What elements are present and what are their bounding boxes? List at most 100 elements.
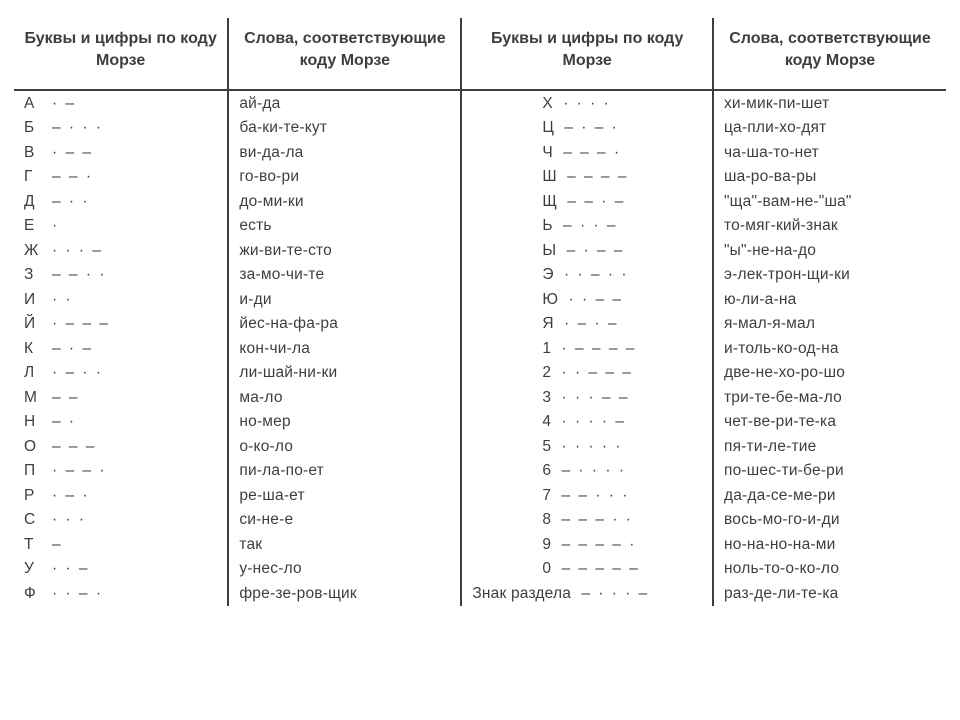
- cell-letter-code-right: Х · · · ·: [461, 90, 713, 116]
- cell-letter-code-left: М– –: [14, 385, 228, 410]
- letter-left: Ж: [24, 243, 52, 259]
- cell-word-right: раз-де-ли-те-ка: [713, 581, 946, 606]
- letter-left: Н: [24, 414, 52, 430]
- cell-letter-code-right: 3 · · · – –: [461, 385, 713, 410]
- code-right: · · – · ·: [558, 266, 629, 283]
- letter-right: 1: [542, 341, 551, 357]
- code-left: · · –: [52, 560, 90, 577]
- cell-letter-code-right: 6 – · · · ·: [461, 459, 713, 484]
- cell-letter-code-right: Щ – – · –: [461, 189, 713, 214]
- code-right: · – · –: [558, 315, 619, 332]
- cell-word-right: чет-ве-ри-те-ка: [713, 410, 946, 435]
- cell-word-right: ю-ли-а-на: [713, 287, 946, 312]
- cell-word-left: кон-чи-ла: [228, 336, 461, 361]
- code-left: ·: [52, 217, 59, 234]
- cell-letter-code-left: Й· – – –: [14, 312, 228, 337]
- letter-right: 3: [542, 390, 551, 406]
- letter-left: Б: [24, 120, 52, 136]
- cell-letter-code-right: Э · · – · ·: [461, 263, 713, 288]
- code-left: –: [52, 536, 63, 553]
- letter-left: Ф: [24, 586, 52, 602]
- code-left: · – –: [52, 144, 93, 161]
- cell-letter-code-left: Д– · ·: [14, 189, 228, 214]
- cell-word-left: пи-ла-по-ет: [228, 459, 461, 484]
- code-left: – – · ·: [52, 266, 106, 283]
- code-right: – · – ·: [558, 119, 619, 136]
- cell-word-left: о-ко-ло: [228, 434, 461, 459]
- letter-left: Е: [24, 218, 52, 234]
- letter-left: П: [24, 463, 52, 479]
- letter-right: Я: [542, 316, 553, 332]
- table-row: С· · ·си-не-е8 – – – · ·вось-мо-го-и-ди: [14, 508, 946, 533]
- cell-word-right: я-мал-я-мал: [713, 312, 946, 337]
- cell-letter-code-right: 2 · · – – –: [461, 361, 713, 386]
- letter-left: Д: [24, 194, 52, 210]
- cell-letter-code-right: 1 · – – – –: [461, 336, 713, 361]
- table-row: И· ·и-диЮ · · – –ю-ли-а-на: [14, 287, 946, 312]
- letter-left: О: [24, 439, 52, 455]
- code-right: · · – – –: [555, 364, 633, 381]
- cell-word-left: ви-да-ла: [228, 140, 461, 165]
- cell-word-left: ба-ки-те-кут: [228, 116, 461, 141]
- code-right: – – – ·: [557, 144, 621, 161]
- table-row: А· –ай-даХ · · · ·хи-мик-пи-шет: [14, 90, 946, 116]
- letter-right: Ш: [542, 169, 556, 185]
- cell-word-right: то-мяг-кий-знак: [713, 214, 946, 239]
- letter-right: Х: [542, 96, 553, 112]
- cell-word-right: ноль-то-о-ко-ло: [713, 557, 946, 582]
- letter-right: Ю: [542, 292, 558, 308]
- code-right: – – – · ·: [555, 511, 633, 528]
- cell-letter-code-left: Ф· · – ·: [14, 581, 228, 606]
- cell-letter-code-left: Г– – ·: [14, 165, 228, 190]
- cell-letter-code-left: З– – · ·: [14, 263, 228, 288]
- table-row: Г– – ·го-во-риШ – – – –ша-ро-ва-ры: [14, 165, 946, 190]
- letter-right: Щ: [542, 194, 557, 210]
- letter-left: Г: [24, 169, 52, 185]
- cell-letter-code-left: Р· – ·: [14, 483, 228, 508]
- letter-left: С: [24, 512, 52, 528]
- cell-word-right: ца-пли-хо-дят: [713, 116, 946, 141]
- letter-right: Ц: [542, 120, 554, 136]
- cell-word-right: э-лек-трон-щи-ки: [713, 263, 946, 288]
- cell-word-left: и-ди: [228, 287, 461, 312]
- cell-letter-code-right: 8 – – – · ·: [461, 508, 713, 533]
- letter-left: К: [24, 341, 52, 357]
- code-right: – – – –: [561, 168, 629, 185]
- letter-right: Э: [542, 267, 553, 283]
- cell-word-left: есть: [228, 214, 461, 239]
- code-right: – · · · –: [575, 585, 649, 602]
- letter-left: Т: [24, 537, 52, 553]
- letter-right: Ы: [542, 243, 556, 259]
- cell-letter-code-left: И· ·: [14, 287, 228, 312]
- table-row: П· – – ·пи-ла-по-ет6 – · · · ·по-шес-ти-…: [14, 459, 946, 484]
- cell-letter-code-left: У· · –: [14, 557, 228, 582]
- table-row: Ж· · · –жи-ви-те-стоЫ – · – –"ы"-не-на-д…: [14, 238, 946, 263]
- cell-letter-code-left: Ж· · · –: [14, 238, 228, 263]
- cell-letter-code-right: Знак раздела – · · · –: [461, 581, 713, 606]
- code-left: · · ·: [52, 511, 86, 528]
- cell-letter-code-right: 9 – – – – ·: [461, 532, 713, 557]
- code-right: – · · –: [557, 217, 618, 234]
- cell-word-right: пя-ти-ле-тие: [713, 434, 946, 459]
- letter-left: Л: [24, 365, 52, 381]
- cell-letter-code-right: Ш – – – –: [461, 165, 713, 190]
- code-left: – –: [52, 389, 80, 406]
- cell-word-right: две-не-хо-ро-шо: [713, 361, 946, 386]
- cell-word-left: ре-ша-ет: [228, 483, 461, 508]
- header-col2: Слова, соответствующие коду Морзе: [228, 18, 461, 90]
- code-left: · – – –: [52, 315, 110, 332]
- letter-left: З: [24, 267, 52, 283]
- cell-letter-code-left: Т–: [14, 532, 228, 557]
- cell-word-right: вось-мо-го-и-ди: [713, 508, 946, 533]
- letter-right: 7: [542, 488, 551, 504]
- cell-word-right: ча-ша-то-нет: [713, 140, 946, 165]
- cell-letter-code-right: 0 – – – – –: [461, 557, 713, 582]
- morse-table-page: Буквы и цифры по коду Морзе Слова, соотв…: [0, 0, 960, 720]
- code-left: · · · –: [52, 242, 103, 259]
- cell-letter-code-right: 4 · · · · –: [461, 410, 713, 435]
- letter-right: 4: [542, 414, 551, 430]
- cell-letter-code-left: Б– · · ·: [14, 116, 228, 141]
- cell-word-left: ма-ло: [228, 385, 461, 410]
- cell-word-right: но-на-но-на-ми: [713, 532, 946, 557]
- table-row: Л· – · ·ли-шай-ни-ки2 · · – – –две-не-хо…: [14, 361, 946, 386]
